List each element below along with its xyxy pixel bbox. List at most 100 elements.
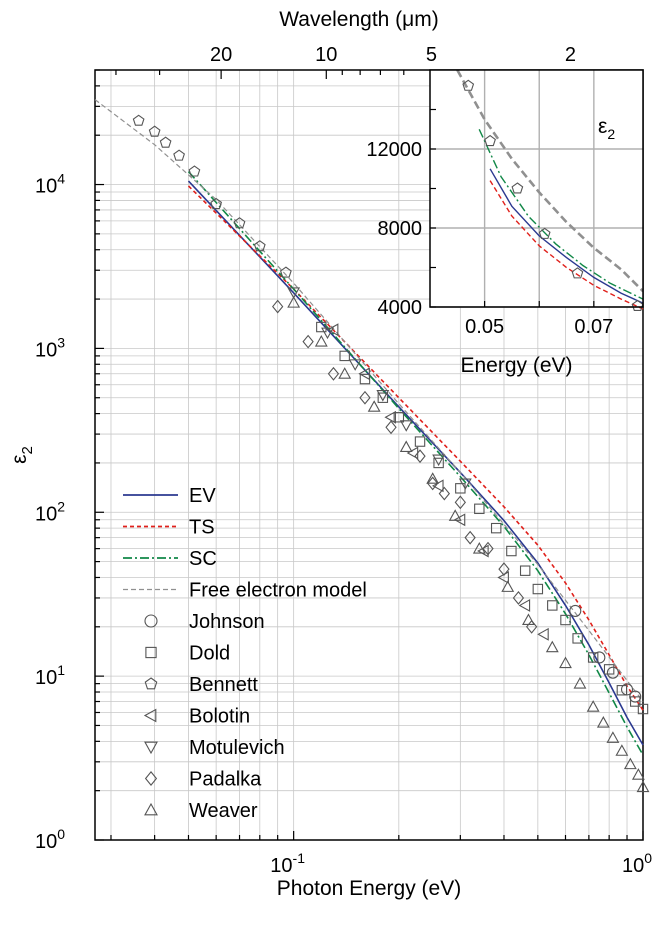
data-point-padalka — [414, 449, 426, 464]
data-point-weaver — [559, 656, 572, 669]
inset-point-bennett — [511, 182, 524, 194]
data-point-padalka — [385, 420, 397, 435]
inset-background — [430, 70, 643, 307]
y-tick-label: 102 — [35, 498, 65, 525]
data-point-dold — [339, 350, 350, 362]
inset-line-ev — [489, 168, 644, 304]
data-point-dold — [547, 600, 558, 611]
data-point-dold — [532, 583, 544, 595]
legend-label-ts: TS — [189, 517, 215, 539]
data-point-weaver — [426, 472, 440, 484]
data-point-weaver — [636, 780, 650, 793]
legend-label-dold: Dold — [189, 643, 230, 665]
data-point-motulevich — [287, 287, 301, 299]
data-point-dold — [603, 664, 615, 675]
data-point-johnson — [629, 690, 642, 703]
legend-marker-padalka — [144, 771, 158, 786]
data-point-weaver — [606, 731, 620, 743]
inset-x-tick-label: 0.05 — [465, 316, 504, 338]
data-point-dold — [560, 614, 571, 626]
data-point-dold — [377, 392, 389, 403]
data-point-weaver — [573, 676, 587, 689]
data-point-bennett — [279, 266, 292, 278]
data-point-bolotin — [537, 627, 549, 641]
legend-label-free-electron-model: Free electron model — [189, 580, 367, 602]
data-point-weaver — [448, 509, 462, 521]
data-point-bolotin — [453, 513, 466, 527]
data-point-bennett — [148, 125, 161, 137]
y-tick-label: 101 — [35, 662, 65, 689]
data-point-weaver — [472, 541, 486, 554]
legend-label-sc: SC — [189, 548, 217, 570]
plot-frame — [94, 69, 644, 841]
top-tick-label: 2 — [565, 44, 576, 66]
x-tick-label: 10-1 — [270, 850, 305, 877]
data-point-dold — [572, 633, 583, 644]
series-line-sc — [187, 171, 644, 756]
inset-x-axis-title: Energy (eV) — [460, 354, 572, 377]
data-point-padalka — [427, 476, 439, 491]
data-point-padalka — [438, 486, 451, 501]
data-point-motulevich — [376, 389, 390, 402]
inset-point-bennett — [631, 299, 644, 312]
data-point-weaver — [596, 716, 610, 728]
data-point-motulevich — [399, 420, 413, 432]
x-axis-title: Photon Energy (eV) — [277, 877, 461, 900]
data-point-motulevich — [458, 478, 472, 491]
legend-marker-motulevich — [144, 741, 158, 755]
inset-y-tick-label: 12000 — [366, 139, 422, 161]
top-tick-label: 5 — [426, 44, 437, 66]
data-point-bolotin — [326, 323, 339, 337]
data-point-weaver — [367, 400, 381, 412]
x-tick-label: 100 — [622, 850, 652, 877]
data-point-bolotin — [518, 599, 531, 612]
data-point-weaver — [586, 700, 600, 712]
data-point-dold — [637, 703, 649, 715]
data-point-weaver — [631, 768, 645, 780]
data-point-weaver — [399, 440, 413, 453]
data-point-dold — [629, 696, 641, 707]
data-point-weaver — [545, 640, 559, 653]
series-line-free-electron-model — [94, 99, 644, 702]
data-point-johnson — [593, 651, 606, 664]
data-point-padalka — [359, 390, 371, 405]
legend-marker-johnson — [144, 614, 158, 628]
inset-line-free-electron-model — [456, 69, 644, 293]
inset-line-sc — [478, 129, 644, 300]
legend-label-ev: EV — [189, 485, 216, 507]
legend: EV TS SC Free electron model Johnson Dold Benn… — [123, 485, 367, 822]
inset-ticks — [430, 108, 595, 308]
y-tick-label: 103 — [35, 334, 65, 361]
y-axis-title: ε2 — [8, 446, 36, 464]
data-point-weaver — [623, 757, 637, 770]
data-point-weaver — [287, 296, 301, 308]
inset-point-bennett — [571, 267, 584, 279]
data-point-padalka — [498, 562, 510, 577]
legend-marker-bennett — [144, 677, 158, 690]
data-point-bennett — [159, 136, 172, 148]
data-point-bolotin — [358, 367, 370, 381]
data-point-padalka — [272, 299, 284, 314]
inset-line-ts — [489, 180, 644, 310]
legend-label-padalka: Padalka — [189, 769, 262, 791]
top-axis-title: Wavelength (μm) — [279, 8, 439, 31]
data-point-motulevich — [348, 359, 362, 371]
data-point-dold — [414, 436, 426, 447]
main-series — [94, 99, 650, 793]
data-point-johnson — [606, 666, 619, 679]
legend-label-bolotin: Bolotin — [189, 706, 250, 728]
legend-label-johnson: Johnson — [189, 611, 265, 633]
data-point-padalka — [454, 495, 466, 510]
data-point-dold — [433, 457, 444, 469]
data-point-dold — [587, 652, 599, 663]
legend-label-bennett: Bennett — [189, 674, 258, 696]
data-point-dold — [506, 545, 517, 557]
legend-label-motulevich: Motulevich — [189, 737, 285, 759]
data-point-bennett — [173, 149, 185, 161]
legend-marker-weaver — [144, 802, 158, 816]
data-point-weaver — [522, 613, 535, 625]
data-point-padalka — [327, 366, 340, 381]
legend-marker-bolotin — [143, 708, 157, 723]
data-point-weaver — [615, 744, 629, 756]
